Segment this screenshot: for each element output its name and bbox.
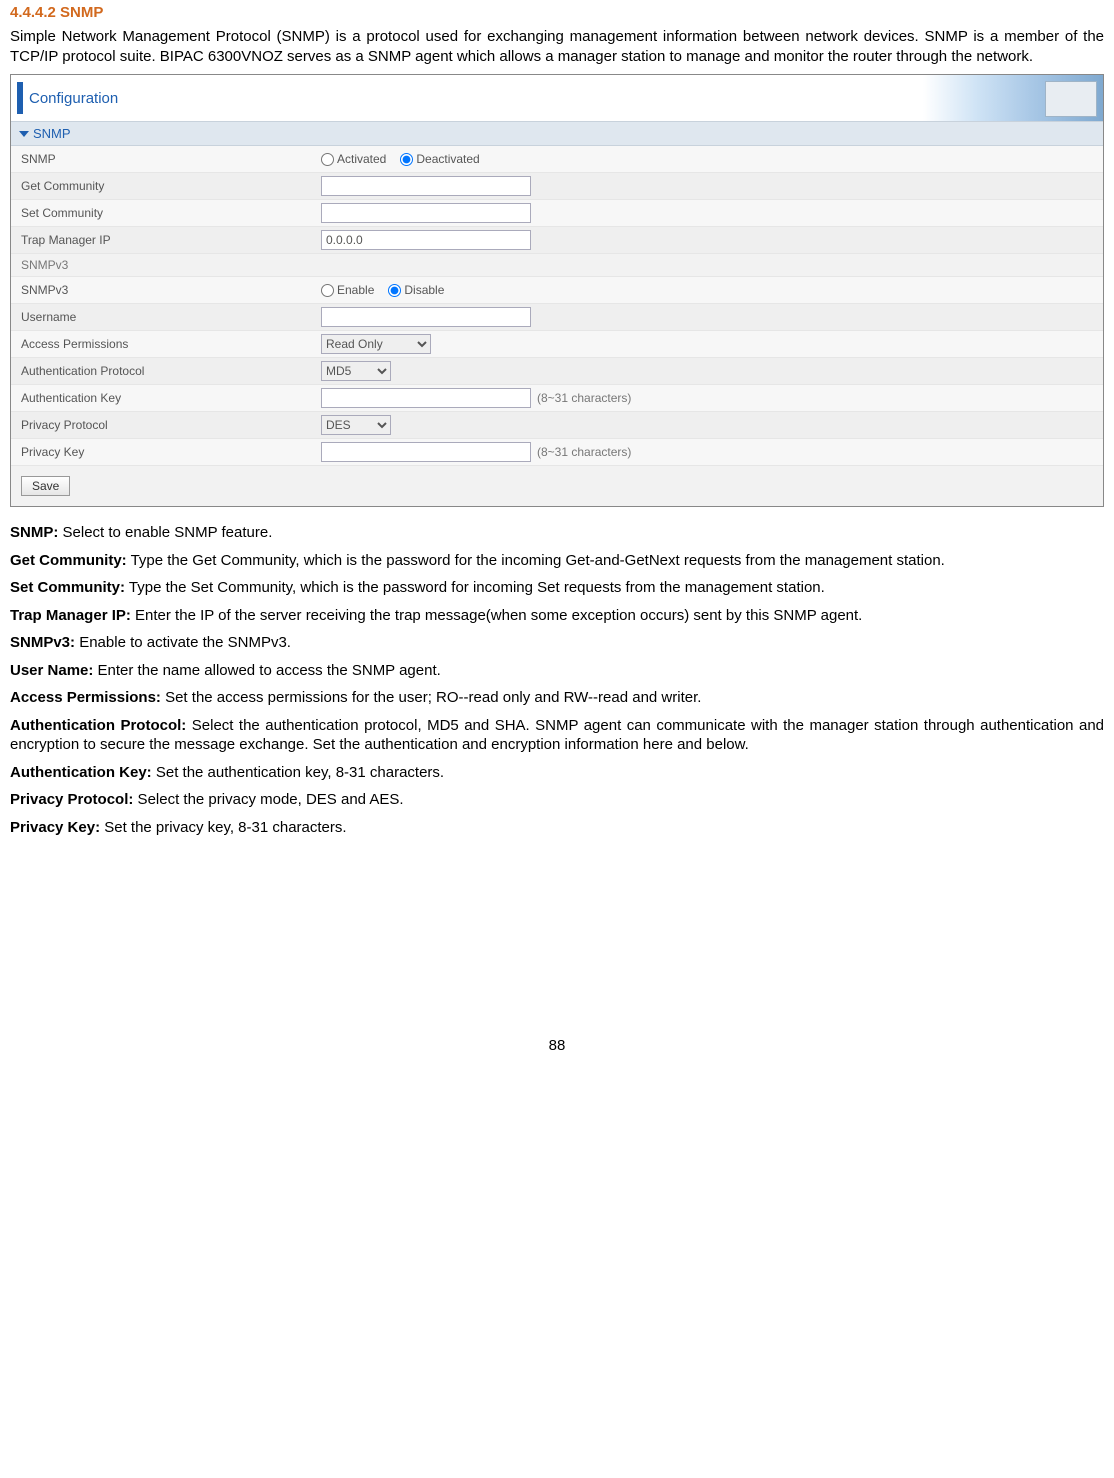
- auth-protocol-label: Authentication Protocol: [11, 364, 321, 378]
- intro-paragraph: Simple Network Management Protocol (SNMP…: [10, 27, 1104, 66]
- field-label: Set Community:: [10, 579, 125, 596]
- set-community-label: Set Community: [11, 206, 321, 220]
- header-artwork: [923, 75, 1103, 121]
- access-permissions-select[interactable]: Read Only: [321, 334, 431, 354]
- header-accent-bar: [17, 82, 23, 114]
- field-text: Select the privacy mode, DES and AES.: [133, 791, 403, 808]
- field-text: Type the Set Community, which is the pas…: [125, 579, 825, 596]
- auth-key-hint: (8~31 characters): [537, 391, 631, 405]
- snmp-activated-option[interactable]: Activated: [321, 152, 386, 166]
- privacy-key-label: Privacy Key: [11, 445, 321, 459]
- field-label: Trap Manager IP:: [10, 607, 131, 624]
- field-label: SNMP:: [10, 524, 58, 541]
- page-number: 88: [10, 1037, 1104, 1074]
- field-text: Enter the name allowed to access the SNM…: [93, 662, 440, 679]
- snmp-deactivated-option[interactable]: Deactivated: [400, 152, 479, 166]
- snmp-section-header: SNMP: [11, 121, 1103, 146]
- snmpv3-disable-option[interactable]: Disable: [388, 283, 444, 297]
- field-label: Authentication Protocol:: [10, 717, 186, 734]
- auth-protocol-select[interactable]: MD5: [321, 361, 391, 381]
- configuration-title: Configuration: [29, 90, 118, 107]
- trap-ip-label: Trap Manager IP: [11, 233, 321, 247]
- snmp-section-label: SNMP: [33, 126, 71, 141]
- field-description: Privacy Key: Set the privacy key, 8-31 c…: [10, 818, 1104, 838]
- field-description: Access Permissions: Set the access permi…: [10, 688, 1104, 708]
- snmpv3-disable-radio[interactable]: [388, 284, 401, 297]
- field-description: SNMP: Select to enable SNMP feature.: [10, 523, 1104, 543]
- field-description: Authentication Protocol: Select the auth…: [10, 716, 1104, 755]
- disable-label: Disable: [404, 283, 444, 297]
- chevron-down-icon: [19, 131, 29, 137]
- field-text: Enable to activate the SNMPv3.: [75, 634, 291, 651]
- field-label: Access Permissions:: [10, 689, 161, 706]
- field-label: Get Community:: [10, 552, 127, 569]
- field-text: Set the privacy key, 8-31 characters.: [100, 819, 347, 836]
- field-description: User Name: Enter the name allowed to acc…: [10, 661, 1104, 681]
- field-label: Privacy Key:: [10, 819, 100, 836]
- save-button[interactable]: Save: [21, 476, 70, 496]
- snmpv3-row-label: SNMPv3: [11, 283, 321, 297]
- snmp-deactivated-radio[interactable]: [400, 153, 413, 166]
- privacy-key-hint: (8~31 characters): [537, 445, 631, 459]
- deactivated-label: Deactivated: [416, 152, 479, 166]
- snmpv3-enable-option[interactable]: Enable: [321, 283, 374, 297]
- field-text: Set the authentication key, 8-31 charact…: [152, 764, 444, 781]
- config-screenshot: Configuration SNMP SNMP Activated Deacti…: [10, 74, 1104, 507]
- field-description: Trap Manager IP: Enter the IP of the ser…: [10, 606, 1104, 626]
- snmp-activated-radio[interactable]: [321, 153, 334, 166]
- privacy-key-input[interactable]: [321, 442, 531, 462]
- auth-key-label: Authentication Key: [11, 391, 321, 405]
- field-description: Authentication Key: Set the authenticati…: [10, 763, 1104, 783]
- activated-label: Activated: [337, 152, 386, 166]
- username-label: Username: [11, 310, 321, 324]
- screenshot-header: Configuration: [11, 75, 1103, 121]
- field-description: SNMPv3: Enable to activate the SNMPv3.: [10, 633, 1104, 653]
- get-community-input[interactable]: [321, 176, 531, 196]
- field-text: Select to enable SNMP feature.: [58, 524, 272, 541]
- auth-key-input[interactable]: [321, 388, 531, 408]
- snmpv3-section-header: SNMPv3: [11, 254, 1103, 277]
- username-input[interactable]: [321, 307, 531, 327]
- field-label: Privacy Protocol:: [10, 791, 133, 808]
- privacy-protocol-label: Privacy Protocol: [11, 418, 321, 432]
- snmp-row-label: SNMP: [11, 152, 321, 166]
- privacy-protocol-select[interactable]: DES: [321, 415, 391, 435]
- enable-label: Enable: [337, 283, 374, 297]
- trap-ip-input[interactable]: [321, 230, 531, 250]
- get-community-label: Get Community: [11, 179, 321, 193]
- field-description: Set Community: Type the Set Community, w…: [10, 578, 1104, 598]
- field-text: Type the Get Community, which is the pas…: [127, 552, 945, 569]
- set-community-input[interactable]: [321, 203, 531, 223]
- access-permissions-label: Access Permissions: [11, 337, 321, 351]
- field-label: SNMPv3:: [10, 634, 75, 651]
- field-text: Enter the IP of the server receiving the…: [131, 607, 862, 624]
- field-description: Get Community: Type the Get Community, w…: [10, 551, 1104, 571]
- section-heading: 4.4.4.2 SNMP: [10, 4, 1104, 21]
- field-text: Set the access permissions for the user;…: [161, 689, 702, 706]
- field-label: Authentication Key:: [10, 764, 152, 781]
- snmpv3-enable-radio[interactable]: [321, 284, 334, 297]
- field-description: Privacy Protocol: Select the privacy mod…: [10, 790, 1104, 810]
- field-label: User Name:: [10, 662, 93, 679]
